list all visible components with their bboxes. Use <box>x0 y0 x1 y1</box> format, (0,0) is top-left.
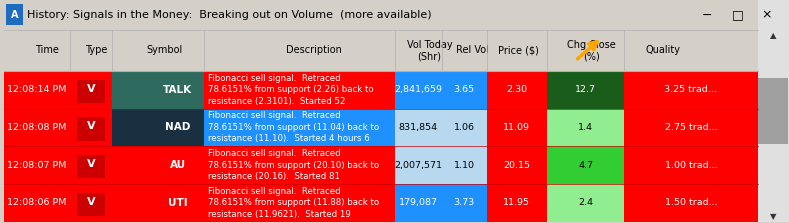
Text: −: − <box>701 8 712 21</box>
Text: 20.15: 20.15 <box>503 161 530 170</box>
Text: Vol Today
(Shr): Vol Today (Shr) <box>406 40 452 61</box>
Text: 2.4: 2.4 <box>578 198 593 207</box>
Text: 831,854: 831,854 <box>398 123 438 132</box>
Text: 12.7: 12.7 <box>575 85 596 94</box>
Text: V: V <box>87 197 95 207</box>
Bar <box>547 109 624 146</box>
Text: Type: Type <box>85 45 107 56</box>
Text: 2.30: 2.30 <box>507 85 528 94</box>
Bar <box>442 184 487 222</box>
Bar <box>204 109 394 146</box>
Bar <box>77 118 106 141</box>
Bar <box>394 146 442 184</box>
Text: 3.25 trad...: 3.25 trad... <box>664 85 717 94</box>
Bar <box>6 4 24 25</box>
Bar <box>547 146 624 184</box>
Text: 12:08:06 PM: 12:08:06 PM <box>7 198 67 207</box>
Text: 1.06: 1.06 <box>454 123 475 132</box>
Text: 1.00 trad...: 1.00 trad... <box>664 161 717 170</box>
Text: 2.75 trad...: 2.75 trad... <box>664 123 717 132</box>
Bar <box>4 184 757 222</box>
Text: Symbol: Symbol <box>147 45 183 56</box>
Text: Rel Vol: Rel Vol <box>456 45 489 56</box>
Text: TALK: TALK <box>163 85 193 95</box>
Text: 179,087: 179,087 <box>398 198 438 207</box>
Bar <box>442 146 487 184</box>
Text: V: V <box>87 121 95 131</box>
Bar <box>77 155 106 178</box>
Bar <box>204 71 394 109</box>
Text: 11.95: 11.95 <box>503 198 530 207</box>
Bar <box>394 109 442 146</box>
Bar <box>4 30 757 71</box>
Bar <box>547 71 624 109</box>
Bar <box>112 146 204 184</box>
Text: 12:08:07 PM: 12:08:07 PM <box>7 161 67 170</box>
Bar <box>547 184 624 222</box>
Text: Quality: Quality <box>646 45 681 56</box>
Bar <box>442 109 487 146</box>
Bar <box>758 78 788 144</box>
Text: ▲: ▲ <box>770 31 776 40</box>
Text: ▼: ▼ <box>770 212 776 221</box>
Text: □: □ <box>732 8 744 21</box>
Text: Price ($): Price ($) <box>498 45 539 56</box>
Bar <box>4 146 757 184</box>
Bar <box>442 71 487 109</box>
Bar <box>4 109 757 146</box>
Text: V: V <box>87 159 95 169</box>
Text: 1.4: 1.4 <box>578 123 593 132</box>
Text: Time: Time <box>35 45 59 56</box>
Text: 3.65: 3.65 <box>454 85 475 94</box>
Bar <box>77 193 106 216</box>
Text: Fibonacci sell signal.  Retraced
78.6151% from support (11.88) back to
resistanc: Fibonacci sell signal. Retraced 78.6151%… <box>208 187 379 219</box>
Bar <box>204 146 394 184</box>
Text: 12:08:08 PM: 12:08:08 PM <box>7 123 67 132</box>
Text: 12:08:14 PM: 12:08:14 PM <box>7 85 67 94</box>
Text: AU: AU <box>170 160 185 170</box>
Bar <box>394 71 442 109</box>
Bar <box>757 0 789 222</box>
Text: 1.10: 1.10 <box>454 161 475 170</box>
Text: NAD: NAD <box>165 122 190 132</box>
Text: Fibonacci sell signal.  Retraced
78.6151% from support (20.10) back to
resistanc: Fibonacci sell signal. Retraced 78.6151%… <box>208 149 379 181</box>
Text: 11.09: 11.09 <box>503 123 530 132</box>
Text: 2,007,571: 2,007,571 <box>394 161 443 170</box>
Text: A: A <box>11 10 18 20</box>
Bar <box>4 0 789 30</box>
Text: V: V <box>87 84 95 94</box>
Bar <box>4 71 757 109</box>
Bar <box>112 109 204 146</box>
Bar <box>112 184 204 222</box>
Bar <box>394 184 442 222</box>
Text: UTI: UTI <box>168 198 188 208</box>
Text: 3.73: 3.73 <box>454 198 475 207</box>
Text: Description: Description <box>286 45 342 56</box>
Text: Chg Close
(%): Chg Close (%) <box>567 40 615 61</box>
Text: 2,841,659: 2,841,659 <box>394 85 443 94</box>
Bar <box>204 184 394 222</box>
Text: History: Signals in the Money:  Breaking out on Volume  (more available): History: Signals in the Money: Breaking … <box>28 10 432 20</box>
Bar <box>77 80 106 103</box>
Text: Fibonacci sell signal.  Retraced
78.6151% from support (11.04) back to
resistanc: Fibonacci sell signal. Retraced 78.6151%… <box>208 112 379 143</box>
Text: ×: × <box>761 8 772 21</box>
Text: 4.7: 4.7 <box>578 161 593 170</box>
Text: 1.50 trad...: 1.50 trad... <box>664 198 717 207</box>
Text: Fibonacci sell signal.  Retraced
78.6151% from support (2.26) back to
resistance: Fibonacci sell signal. Retraced 78.6151%… <box>208 74 373 106</box>
Bar <box>112 71 204 109</box>
